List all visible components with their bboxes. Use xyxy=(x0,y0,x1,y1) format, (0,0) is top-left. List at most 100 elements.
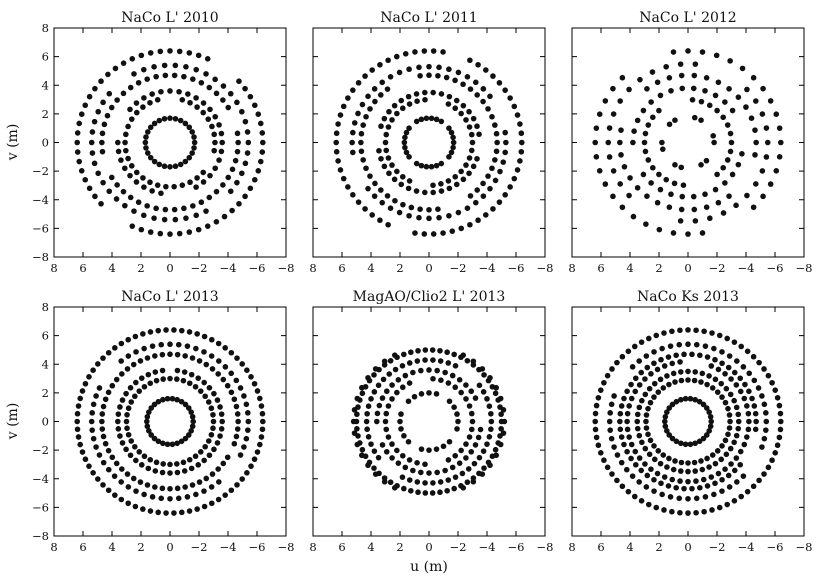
data-point xyxy=(624,418,630,425)
data-point xyxy=(712,480,718,487)
data-point xyxy=(149,188,155,194)
data-point xyxy=(115,426,122,432)
data-point xyxy=(138,462,145,468)
data-point xyxy=(104,112,111,119)
data-point xyxy=(231,396,238,403)
data-point xyxy=(245,427,251,433)
data-point xyxy=(647,399,654,406)
data-point xyxy=(746,418,752,425)
data-point xyxy=(500,159,507,165)
data-point xyxy=(470,478,477,485)
data-point xyxy=(644,472,651,479)
data-point xyxy=(133,349,139,355)
data-point xyxy=(193,345,199,352)
data-point xyxy=(127,384,134,391)
data-point xyxy=(137,479,144,485)
data-point xyxy=(617,181,623,187)
data-point xyxy=(389,382,395,388)
data-points xyxy=(592,48,784,237)
data-point xyxy=(203,475,210,482)
data-point xyxy=(727,445,734,452)
data-point xyxy=(729,107,736,114)
data-point xyxy=(648,99,654,105)
data-point xyxy=(454,411,460,417)
data-point xyxy=(414,98,420,105)
data-point xyxy=(359,446,366,453)
data-point xyxy=(202,393,208,400)
data-point xyxy=(241,444,247,450)
data-point xyxy=(204,56,211,62)
data-point xyxy=(592,139,598,146)
data-point xyxy=(194,175,200,181)
x-tick-label: 4 xyxy=(367,261,374,275)
data-point xyxy=(113,376,120,383)
data-point xyxy=(105,487,112,494)
data-point xyxy=(251,102,258,109)
data-point xyxy=(486,434,493,440)
data-point xyxy=(208,353,215,359)
data-point xyxy=(698,98,705,105)
data-point xyxy=(664,373,670,379)
data-point xyxy=(383,147,390,154)
data-point xyxy=(232,157,239,164)
data-point xyxy=(164,441,171,448)
data-point xyxy=(741,395,748,402)
data-point xyxy=(233,433,240,440)
data-point xyxy=(773,111,780,117)
data-point xyxy=(661,474,668,480)
data-point xyxy=(414,479,421,485)
data-point xyxy=(133,109,140,116)
data-point xyxy=(92,193,98,200)
x-tick-label: −4 xyxy=(738,261,755,275)
data-point xyxy=(631,128,637,134)
data-point xyxy=(410,369,416,376)
data-point xyxy=(115,418,121,425)
data-point xyxy=(92,85,98,92)
data-point xyxy=(767,98,774,104)
data-point xyxy=(707,413,714,420)
data-point xyxy=(144,129,151,135)
data-point xyxy=(82,456,89,463)
data-point xyxy=(483,67,489,73)
data-point xyxy=(626,192,632,199)
data-point xyxy=(120,90,127,97)
data-point xyxy=(172,115,179,122)
data-point xyxy=(93,393,99,399)
data-point xyxy=(712,460,719,467)
data-point xyxy=(479,471,486,477)
data-point xyxy=(244,150,251,156)
data-point xyxy=(119,397,126,403)
data-point xyxy=(363,113,369,120)
data-point xyxy=(385,221,391,228)
data-point xyxy=(411,393,418,400)
data-point xyxy=(244,367,250,374)
data-point xyxy=(731,439,737,446)
data-point xyxy=(727,148,734,155)
data-point xyxy=(643,418,649,425)
data-point xyxy=(120,188,127,195)
data-point xyxy=(430,357,436,363)
data-point xyxy=(656,107,662,114)
x-tick-label: −8 xyxy=(537,540,554,554)
data-point xyxy=(687,395,694,402)
data-point xyxy=(733,404,740,411)
data-point xyxy=(214,397,221,403)
data-point xyxy=(119,371,125,377)
data-point xyxy=(233,403,240,410)
data-point xyxy=(725,472,732,479)
y-tick-label: 8 xyxy=(42,21,49,35)
data-point xyxy=(733,432,740,439)
data-point xyxy=(124,471,131,477)
data-point xyxy=(378,187,384,193)
data-point xyxy=(197,449,204,455)
data-point xyxy=(418,391,425,397)
data-point xyxy=(203,71,209,77)
data-point xyxy=(372,471,379,477)
data-point xyxy=(697,352,703,359)
data-point xyxy=(665,354,672,360)
data-point xyxy=(213,219,220,225)
data-point xyxy=(123,131,129,138)
data-point xyxy=(385,57,391,64)
data-point xyxy=(628,381,634,388)
data-point xyxy=(414,358,421,364)
